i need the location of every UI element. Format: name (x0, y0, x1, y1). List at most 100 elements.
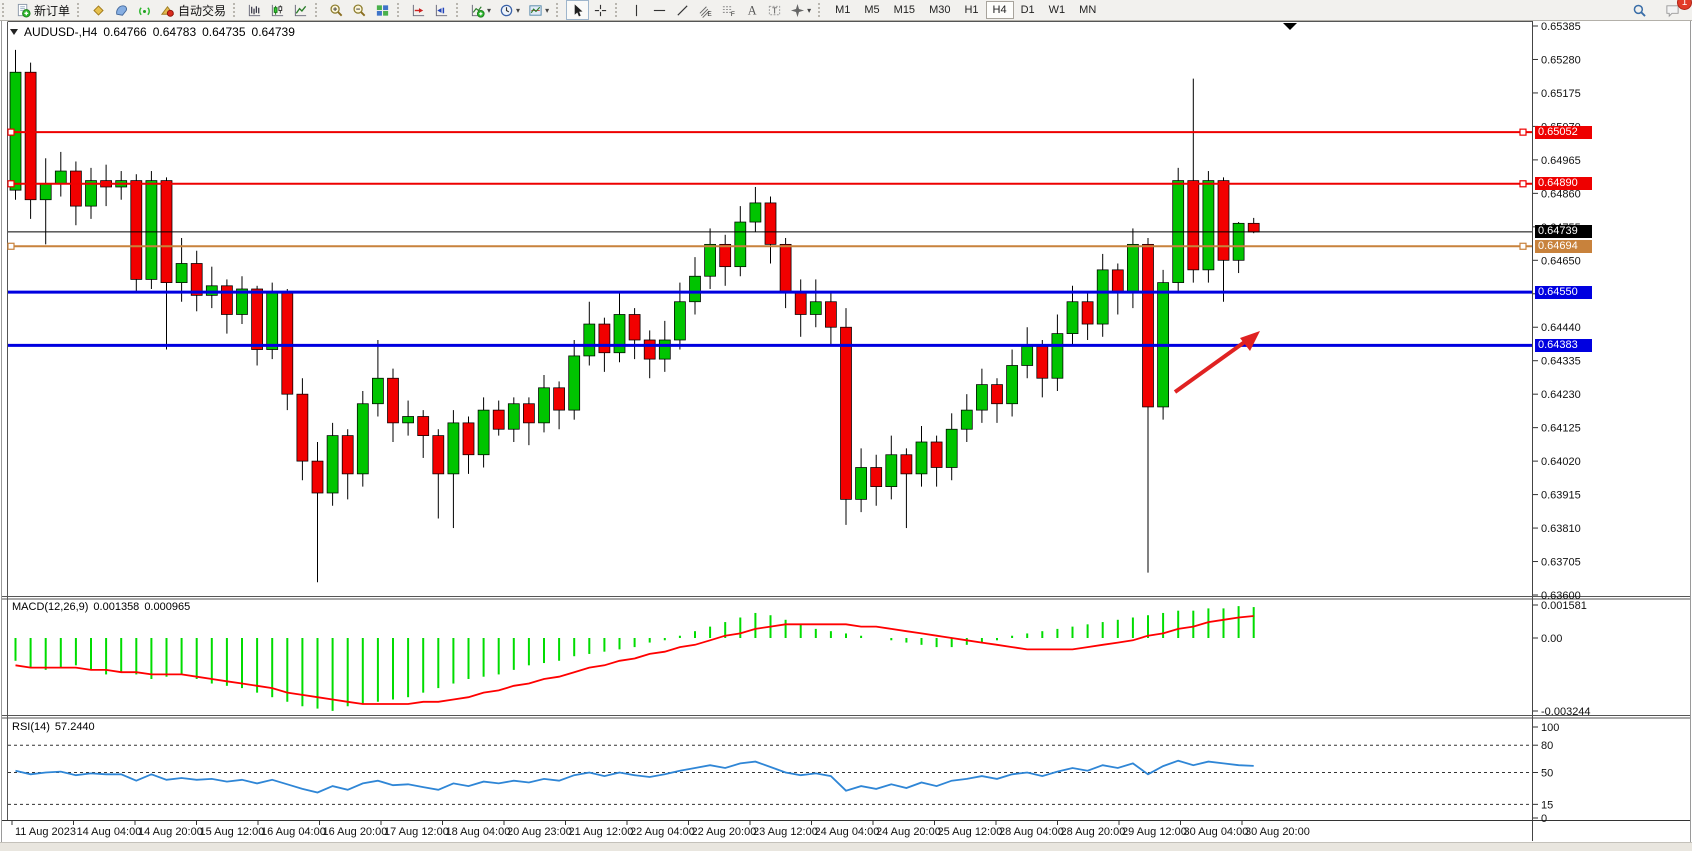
search-icon (1633, 4, 1646, 17)
rsi-axis-label: 50 (1541, 768, 1553, 780)
fibonacci-icon: F (722, 5, 735, 18)
line-handle[interactable] (7, 180, 15, 188)
dropdown-caret-icon[interactable]: ▾ (545, 5, 550, 15)
timeframe-w1-button[interactable]: W1 (1048, 4, 1066, 16)
candle-body (221, 285, 233, 315)
rsi-axis-label: 0 (1541, 813, 1547, 825)
macd-value: 0.001358 (93, 601, 140, 613)
dropdown-caret-icon[interactable]: ▾ (516, 5, 521, 15)
periods-button[interactable]: ▾ (495, 0, 524, 20)
chart-title-bar: AUDUSD-,H4 0.64766 0.64783 0.64735 0.647… (10, 25, 301, 39)
zoom-out-button[interactable] (348, 0, 371, 20)
candle-body (175, 263, 188, 283)
candle-body (54, 170, 67, 185)
timeframe-m5-button[interactable]: M5 (864, 4, 880, 16)
price-tick-label: 0.64440 (1541, 322, 1581, 334)
market-watch-button[interactable] (87, 0, 110, 20)
market-watch-icon (93, 4, 104, 16)
candle-body (1036, 345, 1049, 379)
dropdown-caret-icon[interactable]: ▾ (807, 5, 812, 15)
macd-signal-line (15, 615, 1254, 705)
rsi-axis-label: 100 (1541, 722, 1559, 734)
chart-shift-marker-icon[interactable] (1283, 23, 1297, 30)
candlestick-chart-button[interactable] (266, 0, 289, 20)
collapse-indicators-icon[interactable] (10, 29, 18, 35)
date-label: 17 Aug 12:00 (384, 826, 449, 838)
fibonacci-button[interactable]: F (717, 0, 740, 20)
candle-body (840, 326, 852, 500)
candle-body (734, 221, 747, 268)
timeframe-h1-button[interactable]: H1 (964, 4, 979, 16)
price-tick-label: 0.64230 (1541, 389, 1581, 401)
text-tool-icon: A (748, 3, 757, 17)
date-label: 16 Aug 04:00 (261, 826, 326, 838)
line-handle[interactable] (1519, 242, 1527, 250)
new-chart-button[interactable]: ▾ (466, 0, 495, 20)
candle-body (145, 180, 158, 280)
candle-body (885, 454, 898, 487)
autotrading-button-label: 自动交易 (178, 3, 227, 18)
auto-scroll-button[interactable] (407, 0, 430, 20)
price-tick-label: 0.65280 (1541, 54, 1581, 66)
zoom-in-icon (330, 3, 343, 16)
date-label: 16 Aug 20:00 (323, 826, 388, 838)
arrows-button[interactable]: ▾ (786, 0, 815, 20)
horizontal-line-button[interactable] (648, 0, 671, 20)
line-handle[interactable] (1519, 180, 1527, 188)
arrow-annotation-head[interactable] (1240, 331, 1260, 351)
toolbar-separator (615, 3, 622, 17)
search-button[interactable] (1628, 0, 1651, 20)
date-label: 15 Aug 12:00 (200, 826, 265, 838)
price-level-badge: 0.64383 (1535, 338, 1592, 352)
timeframe-mn-button[interactable]: MN (1079, 4, 1097, 16)
candle-body (658, 339, 671, 360)
candle-body (779, 243, 792, 293)
timeframe-h4-button[interactable]: H4 (985, 1, 1014, 19)
equidistant-channel-button[interactable]: E (694, 0, 717, 20)
auto-scroll-icon (412, 4, 425, 16)
timeframe-m30-button[interactable]: M30 (929, 4, 951, 16)
candle-body (764, 202, 777, 245)
tile-windows-button[interactable] (371, 0, 394, 20)
candle-body (311, 460, 324, 494)
templates-button[interactable]: ▾ (524, 0, 553, 20)
chart-shift-button[interactable] (430, 0, 453, 20)
text-label-button[interactable]: T (763, 0, 786, 20)
timeframe-d1-button[interactable]: D1 (1020, 4, 1035, 16)
text-button[interactable]: A (740, 0, 763, 20)
line-handle[interactable] (1519, 128, 1527, 136)
arrow-annotation[interactable] (1173, 339, 1248, 394)
autotrading-button[interactable]: 自动交易 (156, 0, 230, 20)
date-label: 21 Aug 12:00 (569, 826, 634, 838)
macd-signal-value: 0.000965 (144, 601, 191, 613)
candle-body (341, 435, 354, 475)
toolbar-grip[interactable] (2, 3, 9, 17)
new-order-button[interactable]: 新订单 (12, 0, 74, 20)
trendline-button[interactable] (671, 0, 694, 20)
zoom-in-button[interactable] (325, 0, 348, 20)
date-label: 22 Aug 04:00 (630, 826, 695, 838)
timeframe-m15-button[interactable]: M15 (893, 4, 916, 16)
line-chart-button[interactable] (289, 0, 312, 20)
dropdown-caret-icon[interactable]: ▾ (487, 5, 492, 15)
cursor-button[interactable] (566, 0, 590, 20)
vertical-line-button[interactable] (625, 0, 648, 20)
candle-body (719, 243, 732, 268)
candle-body (855, 467, 867, 500)
candle-body (643, 339, 656, 360)
candle-body (24, 71, 37, 201)
timeframe-m1-button[interactable]: M1 (835, 4, 851, 16)
candle-body (794, 291, 807, 315)
line-handle[interactable] (7, 242, 15, 250)
navigator-button[interactable] (133, 0, 156, 20)
candle-body (1127, 243, 1139, 293)
line-handle[interactable] (7, 128, 15, 136)
crosshair-button[interactable] (589, 0, 612, 20)
candle-body (39, 183, 52, 201)
candle-body (70, 170, 82, 207)
ohlc-open: 0.64766 (103, 25, 147, 39)
bar-chart-button[interactable] (243, 0, 266, 20)
price-tick-label: 0.64650 (1541, 255, 1581, 267)
toolbar: 新订单 自动交易 ▾ ▾ ▾ E F A T ▾ M1 M5 M15 M30 H1 H4 D1 W1 MN 1 (0, 0, 1692, 21)
data-window-button[interactable] (110, 0, 133, 20)
